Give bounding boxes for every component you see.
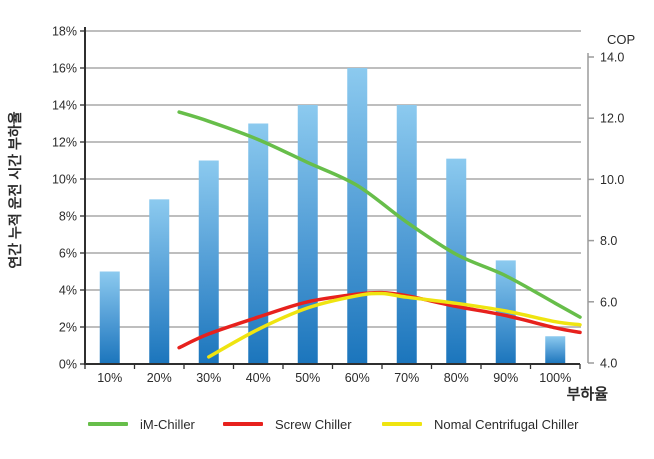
bar-10% — [99, 271, 120, 364]
tick-labels: 0% 2% 4% 6% 8% 10% 12% 14% 16% 18% 4.0 6.0 8.0 10.0 12… — [52, 25, 624, 386]
x-tick-label: 70% — [394, 371, 419, 385]
line-nomal-centrifugal-chiller — [207, 291, 582, 359]
legend-label: Nomal Centrifugal Chiller — [434, 416, 579, 432]
right-tick-label: 12.0 — [600, 112, 624, 126]
left-tick-label: 10% — [52, 173, 77, 187]
legend-item-im-chiller: iM-Chiller — [88, 416, 195, 432]
bar-30% — [198, 160, 219, 364]
bar-80% — [446, 158, 467, 364]
right-tick-label: 6.0 — [600, 295, 617, 309]
x-tick-label: 100% — [539, 371, 571, 385]
legend-label: Screw Chiller — [275, 416, 352, 432]
legend-item-nomal-centrifugal-chiller: Nomal Centrifugal Chiller — [382, 416, 579, 432]
x-tick-label: 80% — [444, 371, 469, 385]
x-tick-label: 10% — [97, 371, 122, 385]
bar-60% — [347, 68, 368, 364]
legend-item-screw-chiller: Screw Chiller — [223, 416, 352, 432]
left-tick-label: 18% — [52, 25, 77, 39]
x-tick-label: 20% — [147, 371, 172, 385]
nomal-centrifugal-chiller-line-swatch-icon — [382, 422, 422, 426]
x-tick-label: 60% — [345, 371, 370, 385]
axes — [80, 27, 594, 369]
bar-40% — [248, 123, 269, 364]
left-tick-label: 0% — [59, 358, 77, 372]
left-tick-label: 12% — [52, 136, 77, 150]
x-tick-label: 50% — [295, 371, 320, 385]
right-tick-label: 4.0 — [600, 357, 617, 371]
right-tick-label: 14.0 — [600, 51, 624, 65]
bar-100% — [545, 336, 566, 364]
line-im-chiller — [177, 110, 582, 319]
screw-chiller-line-swatch-icon — [223, 422, 263, 426]
left-tick-label: 8% — [59, 210, 77, 224]
x-axis-title: 부하율 — [567, 386, 609, 403]
left-tick-label: 16% — [52, 62, 77, 76]
im-chiller-line-swatch-icon — [88, 422, 128, 426]
left-tick-label: 2% — [59, 321, 77, 335]
x-tick-label: 90% — [493, 371, 518, 385]
legend-label: iM-Chiller — [140, 416, 195, 432]
left-axis-title: 연간 누적 운전 시간 부하율 — [7, 111, 23, 268]
bar-20% — [149, 199, 170, 364]
left-tick-label: 6% — [59, 247, 77, 261]
left-tick-label: 14% — [52, 99, 77, 113]
bar-series — [99, 68, 566, 364]
line-series — [177, 110, 582, 359]
right-axis-title: COP — [607, 32, 635, 47]
bar-50% — [297, 105, 318, 364]
right-tick-label: 8.0 — [600, 234, 617, 248]
x-tick-label: 30% — [196, 371, 221, 385]
bar-70% — [396, 105, 417, 364]
left-tick-label: 4% — [59, 284, 77, 298]
x-tick-label: 40% — [246, 371, 271, 385]
right-tick-label: 10.0 — [600, 173, 624, 187]
